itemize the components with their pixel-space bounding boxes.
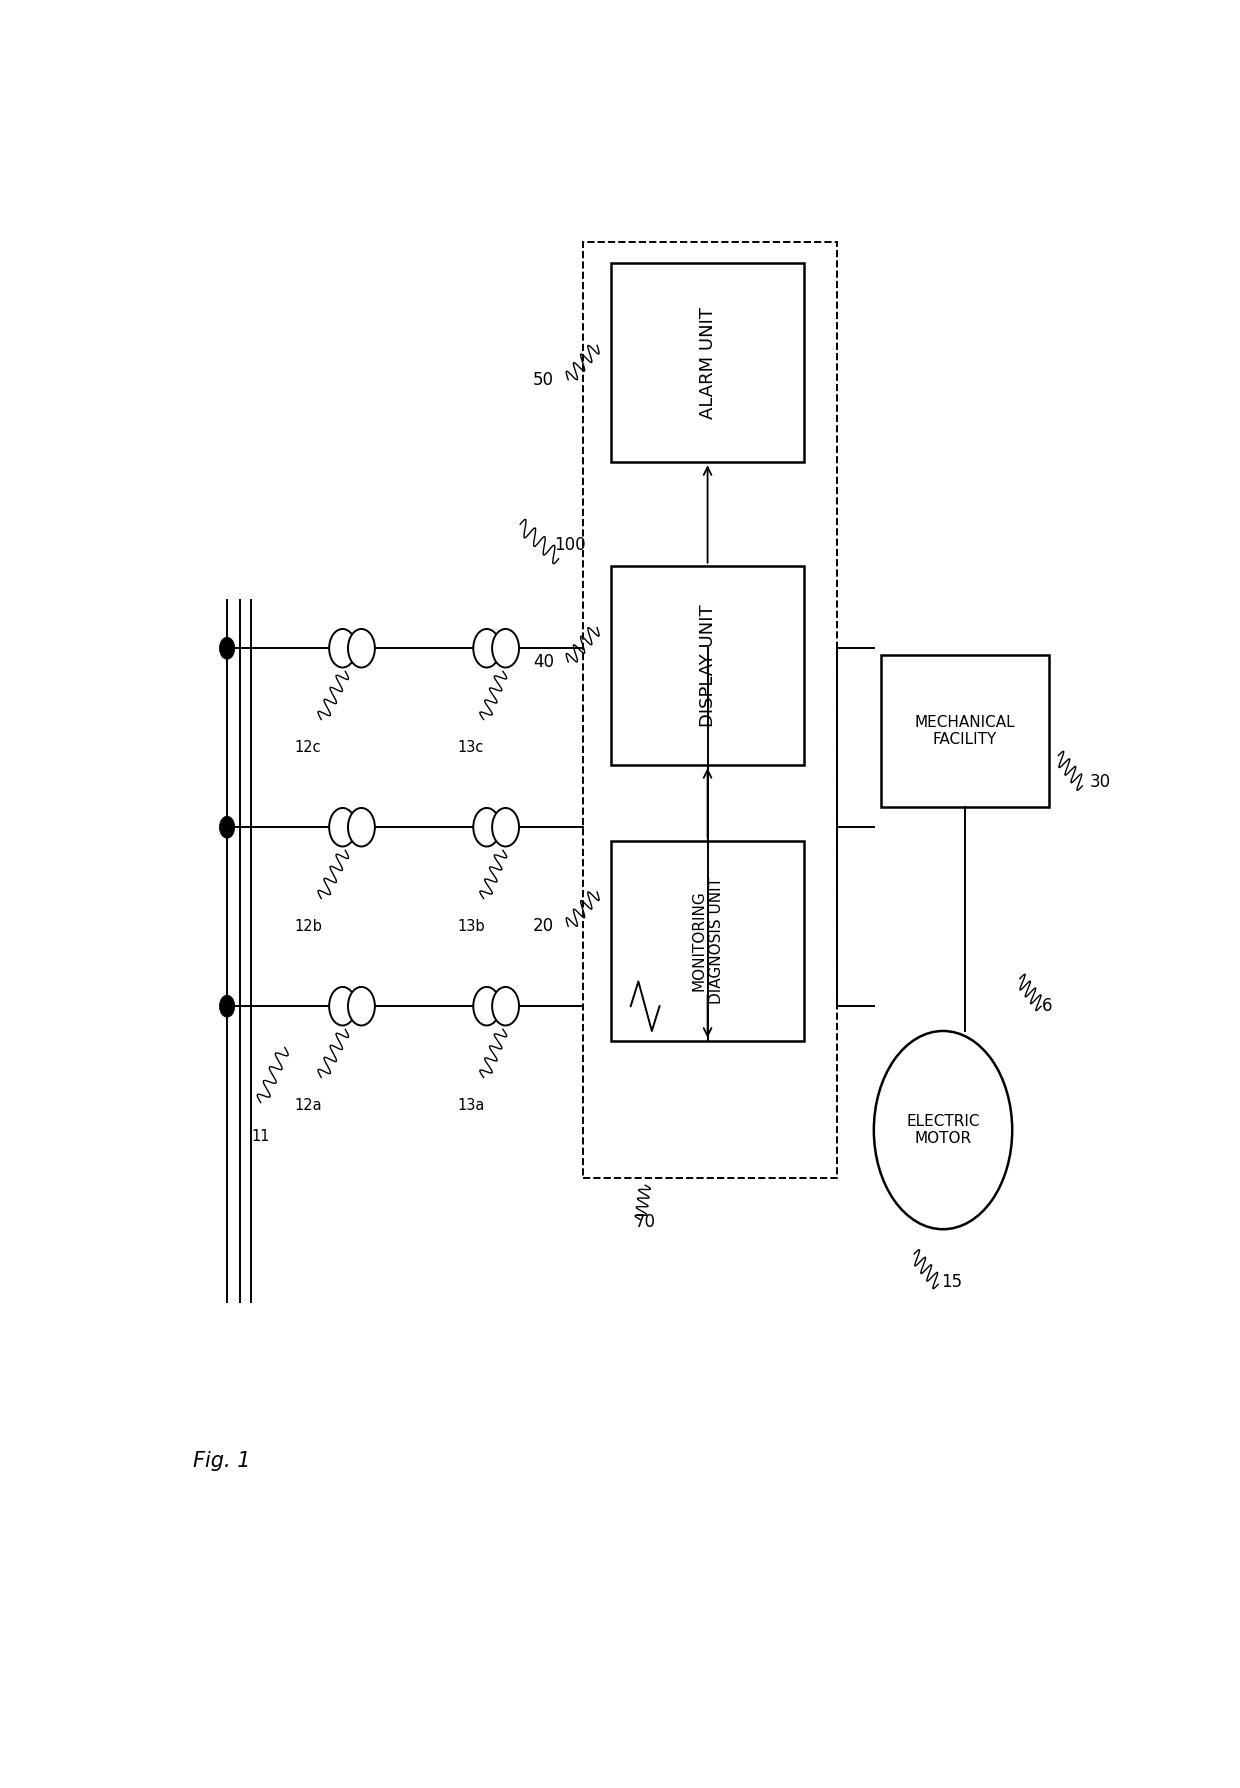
Text: 15: 15 [941, 1273, 962, 1291]
Text: 11: 11 [252, 1130, 270, 1144]
Text: 20: 20 [533, 917, 554, 935]
Text: 100: 100 [554, 536, 585, 554]
Text: 12a: 12a [294, 1098, 322, 1112]
Text: 40: 40 [533, 653, 554, 670]
Text: 13a: 13a [458, 1098, 485, 1112]
Circle shape [329, 987, 356, 1026]
Circle shape [474, 987, 500, 1026]
Circle shape [348, 808, 374, 846]
Circle shape [329, 629, 356, 667]
Text: MONITORING
DIAGNOSIS UNIT: MONITORING DIAGNOSIS UNIT [692, 878, 724, 1005]
Text: MECHANICAL
FACILITY: MECHANICAL FACILITY [914, 715, 1016, 747]
Text: 12b: 12b [294, 919, 322, 933]
Circle shape [219, 996, 234, 1017]
Text: ELECTRIC
MOTOR: ELECTRIC MOTOR [906, 1114, 980, 1146]
Circle shape [329, 808, 356, 846]
FancyBboxPatch shape [611, 565, 804, 765]
FancyBboxPatch shape [611, 263, 804, 463]
Text: 30: 30 [1090, 772, 1111, 790]
Text: 70: 70 [635, 1212, 656, 1230]
FancyBboxPatch shape [880, 654, 1049, 806]
FancyBboxPatch shape [611, 840, 804, 1041]
Text: 6: 6 [1042, 998, 1053, 1016]
Circle shape [348, 629, 374, 667]
Text: 50: 50 [533, 370, 554, 388]
Text: 13b: 13b [458, 919, 485, 933]
Circle shape [874, 1032, 1012, 1228]
Circle shape [492, 808, 520, 846]
Text: DISPLAY UNIT: DISPLAY UNIT [698, 604, 717, 726]
Text: 12c: 12c [294, 740, 321, 755]
Circle shape [492, 987, 520, 1026]
Text: 13c: 13c [458, 740, 484, 755]
Text: ALARM UNIT: ALARM UNIT [698, 306, 717, 418]
Circle shape [474, 808, 500, 846]
Circle shape [492, 629, 520, 667]
Circle shape [219, 815, 234, 839]
FancyBboxPatch shape [583, 241, 837, 1178]
Circle shape [474, 629, 500, 667]
Circle shape [348, 987, 374, 1026]
Circle shape [219, 637, 234, 660]
Text: Fig. 1: Fig. 1 [193, 1450, 250, 1470]
